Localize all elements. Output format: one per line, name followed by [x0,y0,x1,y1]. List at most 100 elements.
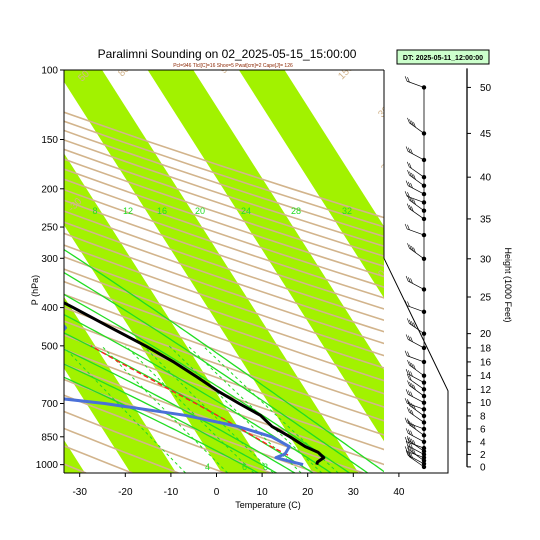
dry-adiabat-label: 30 [376,104,392,120]
dry-adiabat [64,139,384,248]
wind-barb-flag [407,77,410,83]
wind-barb-flag [405,146,409,152]
wind-barb-flag [404,350,408,356]
height-tick-label: 10 [480,398,492,409]
dry-adiabat [64,293,384,408]
pressure-tick-label: 700 [41,399,58,410]
wind-barb-flag [411,403,414,409]
wind-barb [409,405,425,417]
wind-barb [409,378,425,390]
isotherm-band [64,296,177,473]
dry-adiabat-label: 90 [218,60,234,76]
wind-barb-flag [406,203,410,209]
wind-barb-flag [413,199,416,205]
dry-adiabat [64,210,384,322]
dry-adiabat [64,199,384,310]
height-tick-label: 12 [480,385,492,396]
wind-barb-flag [407,447,410,453]
height-tick-label: 14 [480,371,492,382]
moist-adiabat-label: 16 [157,206,167,216]
dry-adiabat [64,320,384,436]
height-tick-label: 8 [480,411,486,422]
wind-barb-flag [410,336,413,342]
wind-barb-flag [407,380,410,386]
dry-adiabat [64,221,384,333]
dry-adiabat [64,334,384,451]
wind-barb [406,402,425,410]
wind-barb [409,440,425,452]
temperature-tick-label: 0 [214,487,220,498]
dry-adiabat [64,178,384,288]
wind-barb-flag [404,223,408,230]
moist-adiabat [64,271,369,473]
moist-adiabat-label: 28 [291,206,301,216]
dry-adiabat-label: 0 [376,268,388,280]
wind-barb-flag [409,375,412,381]
height-tick-label: 18 [480,343,492,354]
wind-barb-flag [407,224,410,230]
height-tick-label: 25 [480,292,492,303]
moist-adiabat [64,363,277,473]
wind-barb-flag [409,163,412,169]
dry-adiabat [64,410,226,473]
height-axis-label: Height (1000 Feet) [503,247,513,322]
wind-barb-flag [413,122,416,128]
wind-barb [407,433,425,443]
height-tick-label: 2 [480,450,486,461]
wind-barb-flag [409,361,412,367]
temperature-tick-label: 20 [302,487,314,498]
dry-adiabat [64,158,384,268]
height-tick-label: 20 [480,329,492,340]
wind-barb [409,247,425,260]
mixing-ratio-line [64,346,186,473]
height-tick-label: 16 [480,357,492,368]
wind-barb-flag [410,443,413,449]
dry-adiabat [64,129,384,238]
dry-adiabat [64,268,384,382]
dry-adiabat [64,363,364,473]
wind-barb-flag [409,171,412,177]
temperature-tick-label: 40 [393,487,405,498]
wind-barb-flag [407,301,410,307]
mixing-ratio-label: 6 [242,462,247,472]
wind-barb-flag [405,180,409,186]
wind-barb-flag [408,147,411,153]
dewpoint-line [64,323,304,467]
wind-barb-flag [404,446,408,452]
isotherm-band [64,153,268,473]
wind-barb-flag [409,408,412,414]
height-tick-label: 6 [480,424,486,435]
pressure-tick-label: 300 [41,254,58,265]
wind-barb-flag [404,436,408,443]
wind-barb-flag [408,390,411,396]
wind-barb [409,449,425,461]
wind-barb-flag [405,334,409,340]
wind-barb [409,208,425,220]
frame-layer [63,69,449,474]
wind-barb-flag [413,364,416,370]
moist-adiabat-label: 32 [342,206,352,216]
wind-barb-flag [405,428,409,434]
wind-barb-flag [410,391,413,397]
wind-barb-flag [408,451,411,457]
wind-barb [406,441,425,449]
wind-barb-flag [411,422,414,428]
wind-barb-flag [408,335,411,341]
isotherm-band [64,70,359,473]
wind-barb-flag [411,197,414,204]
wind-barb-flag [413,384,416,390]
wind-barb-flag [408,181,411,187]
wind-barb-flag [409,381,412,388]
moist-adiabat [64,376,259,473]
pressure-tick-label: 850 [41,432,58,443]
wind-barb-flag [411,321,414,327]
wind-barb [407,455,425,465]
x-axis-label: Temperature (C) [235,500,301,510]
wind-barb-flag [407,169,410,176]
mixing-ratio-line [125,345,255,473]
temperature-line [64,301,326,465]
wind-barb [406,451,425,458]
dry-adiabat-label: 30 [379,158,395,174]
temperature-tick-label: 10 [257,487,269,498]
